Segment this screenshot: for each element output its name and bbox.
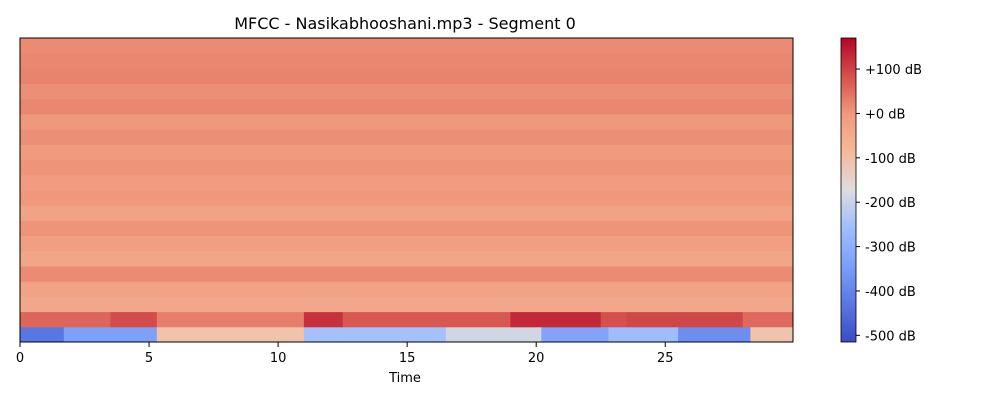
colorbar-tick-label: +100 dB (865, 63, 922, 78)
heatmap-cell (342, 311, 511, 328)
x-tick-label: 20 (528, 351, 545, 366)
x-tick-label: 25 (657, 351, 674, 366)
heatmap-cell (20, 220, 793, 237)
colorbar-tick-label: -100 dB (865, 152, 916, 167)
x-tick-label: 10 (270, 351, 287, 366)
plot-frame (19, 37, 794, 343)
heatmap-cell (750, 326, 793, 342)
heatmap-cell (20, 296, 793, 313)
heatmap-cell (626, 311, 744, 328)
heatmap-cell (303, 311, 344, 328)
chart-title: MFCC - Nasikabhooshani.mp3 - Segment 0 (234, 14, 576, 33)
heatmap-cell (63, 326, 158, 342)
colorbar-tick-label: +0 dB (865, 107, 905, 122)
heatmap-cell (20, 38, 793, 54)
heatmap-cell (20, 159, 793, 176)
heatmap-cell (156, 326, 305, 342)
heatmap-cell (20, 311, 111, 328)
heatmap-cell (20, 190, 793, 206)
heatmap-cell (541, 326, 609, 342)
colorbar-ticks: +100 dB +0 dB -100 dB -200 dB -300 dB -400 dB… (856, 63, 922, 344)
heatmap-cell (20, 129, 793, 145)
heatmap-cell (20, 68, 793, 85)
heatmap-cell (20, 114, 793, 130)
colorbar (840, 37, 857, 343)
heatmap-cell (110, 311, 158, 328)
heatmap-cell (678, 326, 751, 342)
heatmap-cell (20, 53, 793, 69)
x-axis-label: Time (388, 371, 421, 386)
colorbar-tick-label: -400 dB (865, 285, 916, 300)
heatmap-cell (20, 83, 793, 100)
colorbar-tick-label: -500 dB (865, 329, 916, 344)
heatmap-cell (20, 250, 793, 267)
heatmap-cell (742, 311, 793, 328)
heatmap-cell (20, 281, 793, 297)
heatmap-cells (20, 38, 793, 342)
heatmap-cell (20, 235, 793, 252)
heatmap-cell (20, 205, 793, 221)
heatmap-cell (20, 326, 65, 342)
heatmap-cell (303, 326, 447, 342)
heatmap-cell (510, 311, 602, 328)
colorbar-tick-label: -200 dB (865, 196, 916, 211)
heatmap-cell (20, 144, 793, 161)
heatmap-cell (600, 311, 628, 328)
heatmap-cell (608, 326, 679, 342)
x-tick-label: 15 (399, 351, 416, 366)
heatmap-cell (20, 266, 793, 282)
heatmap-cell (20, 98, 793, 115)
colorbar-tick-label: -300 dB (865, 241, 916, 256)
x-tick-label: 5 (145, 351, 153, 366)
heatmap-cell (445, 326, 542, 342)
x-tick-label: 0 (16, 351, 24, 366)
heatmap-cell (156, 311, 305, 328)
x-axis: 0 5 10 15 20 25 (16, 342, 674, 366)
heatmap-cell (20, 174, 793, 191)
